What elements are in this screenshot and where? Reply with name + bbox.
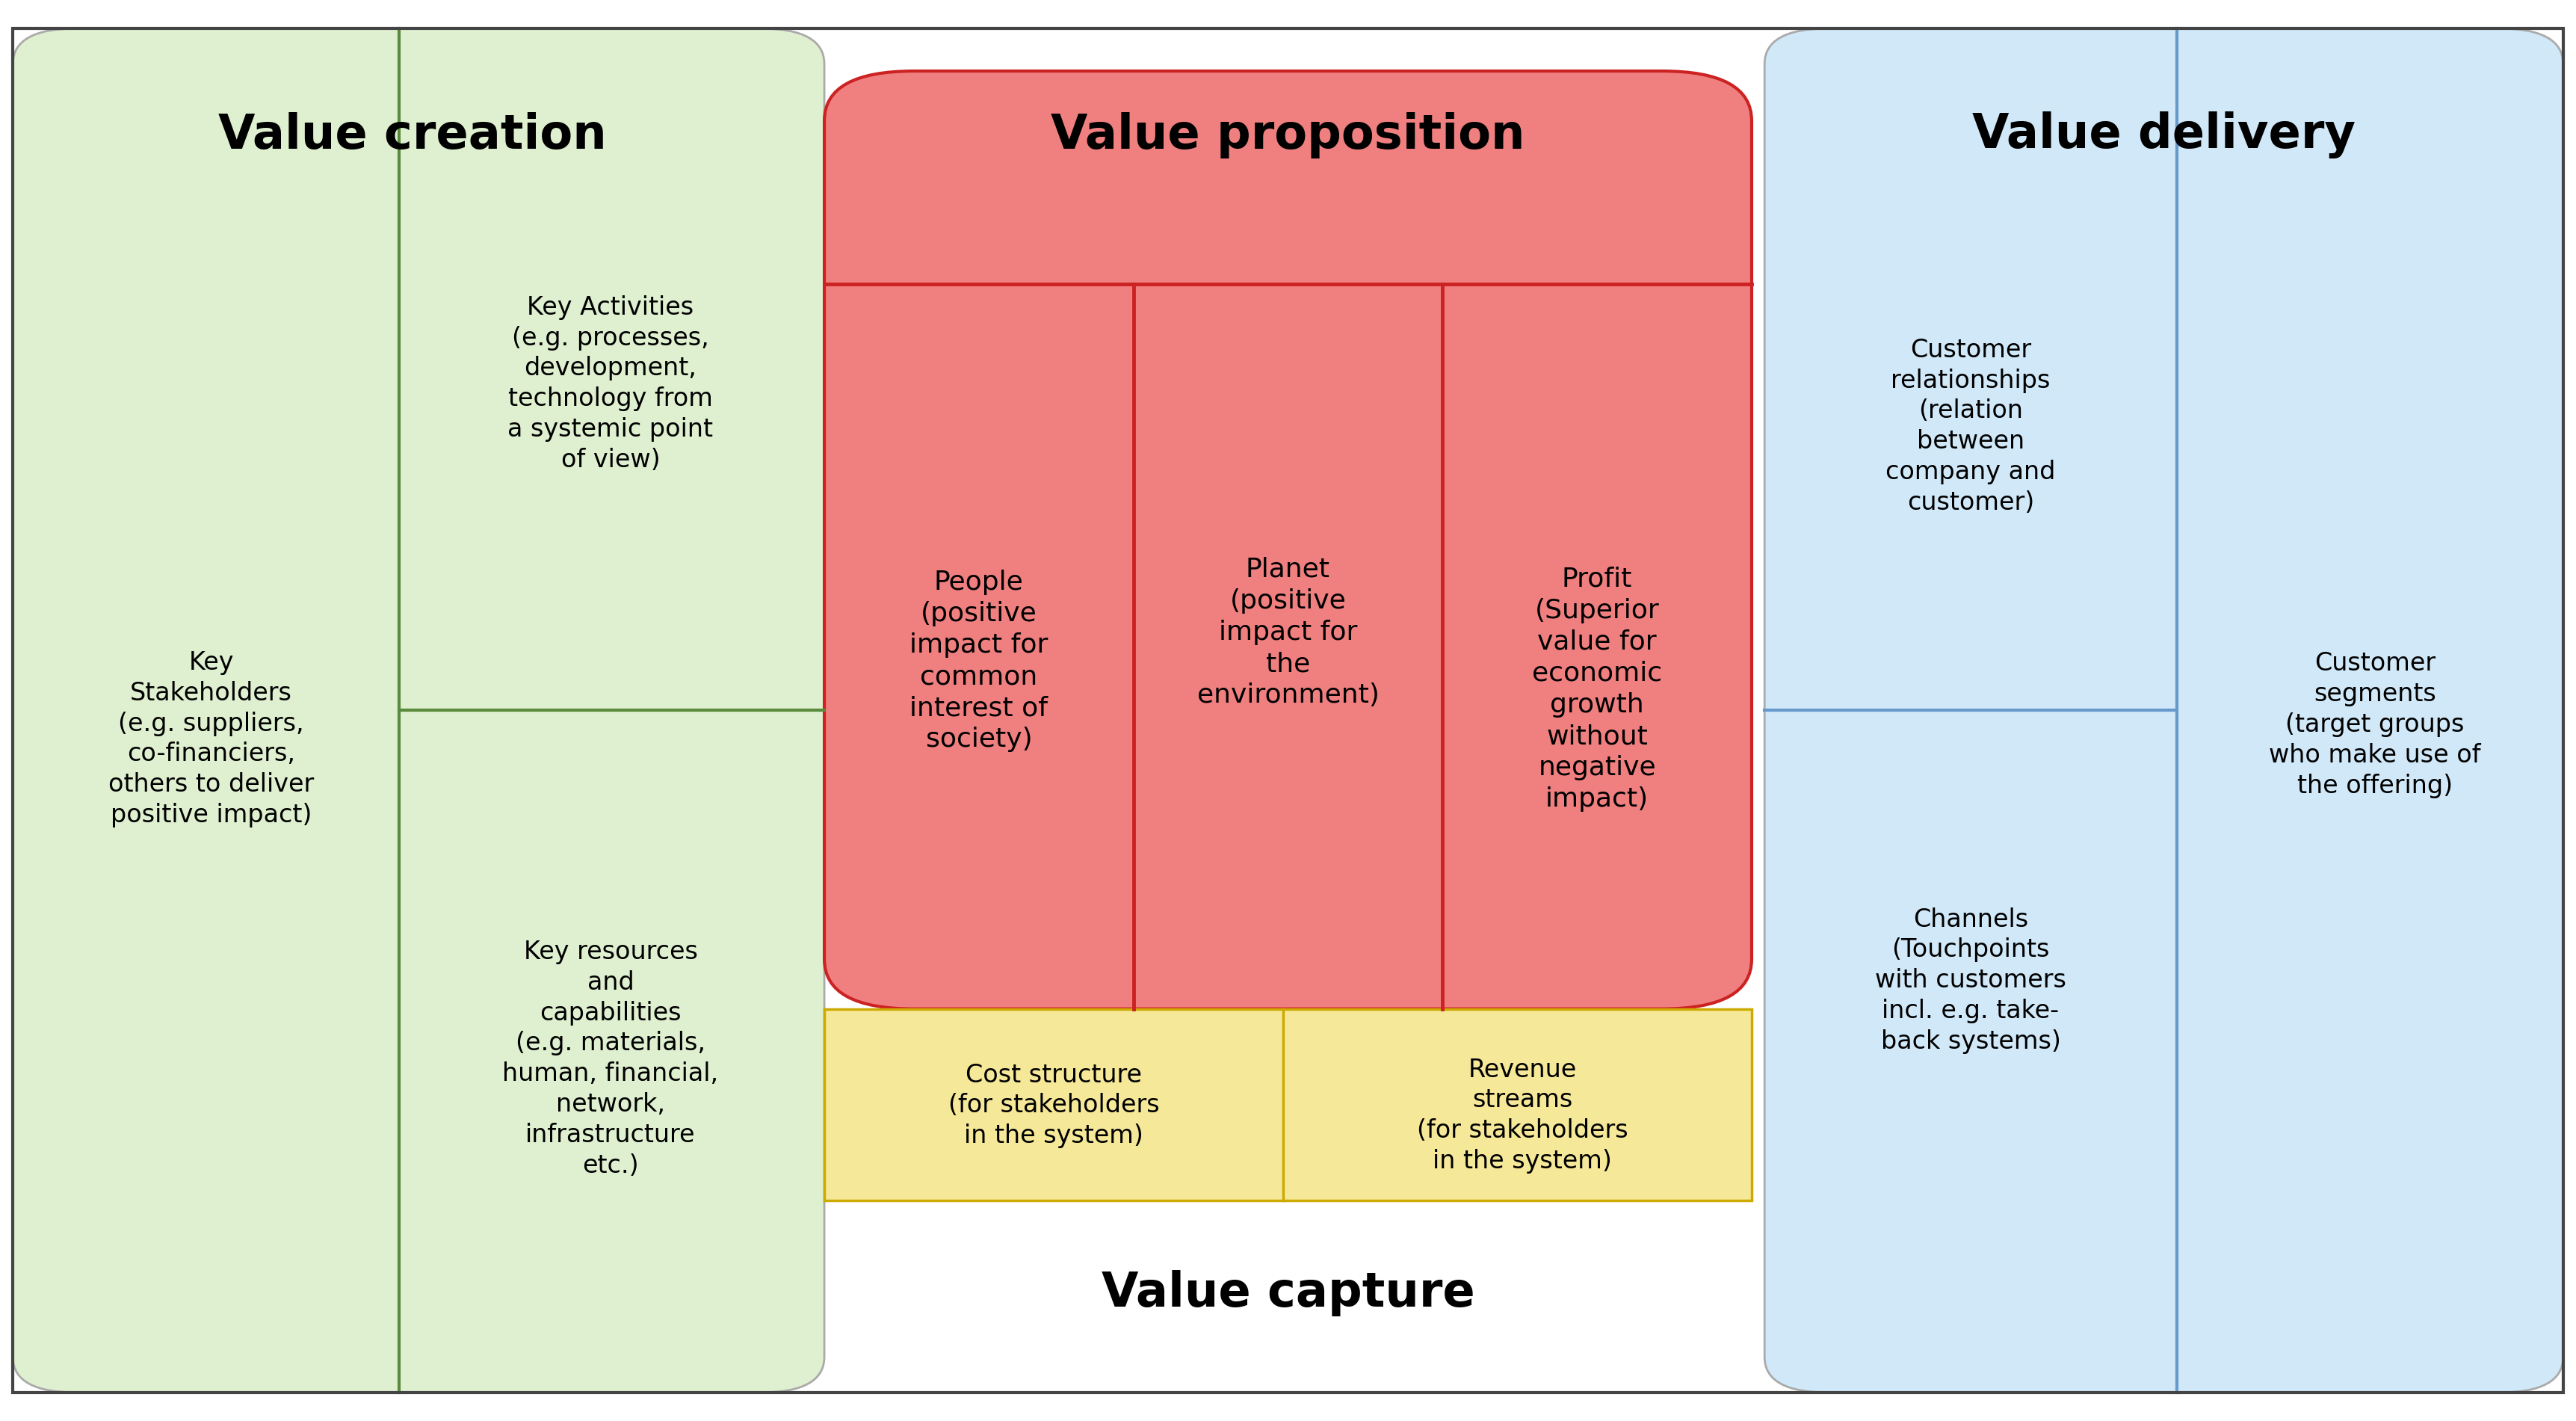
Text: People
(positive
impact for
common
interest of
society): People (positive impact for common inter… [909,570,1048,752]
Bar [824,1009,1752,1201]
FancyBboxPatch shape [13,28,824,1393]
Text: Planet
(positive
impact for
the
environment): Planet (positive impact for the environm… [1198,557,1378,708]
Text: Revenue
streams
(for stakeholders
in the system): Revenue streams (for stakeholders in the… [1417,1057,1628,1174]
Text: Channels
(Touchpoints
with customers
incl. e.g. take-
back systems): Channels (Touchpoints with customers inc… [1875,907,2066,1054]
Text: Value delivery: Value delivery [1973,111,2354,159]
Text: Key
Stakeholders
(e.g. suppliers,
co-financiers,
others to deliver
positive impa: Key Stakeholders (e.g. suppliers, co-fin… [108,651,314,827]
Text: Customer
segments
(target groups
who make use of
the offering): Customer segments (target groups who mak… [2269,651,2481,799]
FancyBboxPatch shape [824,71,1752,1009]
Text: Customer
relationships
(relation
between
company and
customer): Customer relationships (relation between… [1886,338,2056,514]
FancyBboxPatch shape [1765,28,2563,1393]
Text: Value creation: Value creation [219,112,605,158]
Text: Value proposition: Value proposition [1051,112,1525,158]
Text: Key Activities
(e.g. processes,
development,
technology from
a systemic point
of: Key Activities (e.g. processes, developm… [507,296,714,472]
Text: Value capture: Value capture [1103,1270,1473,1316]
Text: Cost structure
(for stakeholders
in the system): Cost structure (for stakeholders in the … [948,1063,1159,1148]
Text: Profit
(Superior
value for
economic
growth
without
negative
impact): Profit (Superior value for economic grow… [1533,567,1662,811]
Text: Key resources
and
capabilities
(e.g. materials,
human, financial,
network,
infra: Key resources and capabilities (e.g. mat… [502,939,719,1178]
